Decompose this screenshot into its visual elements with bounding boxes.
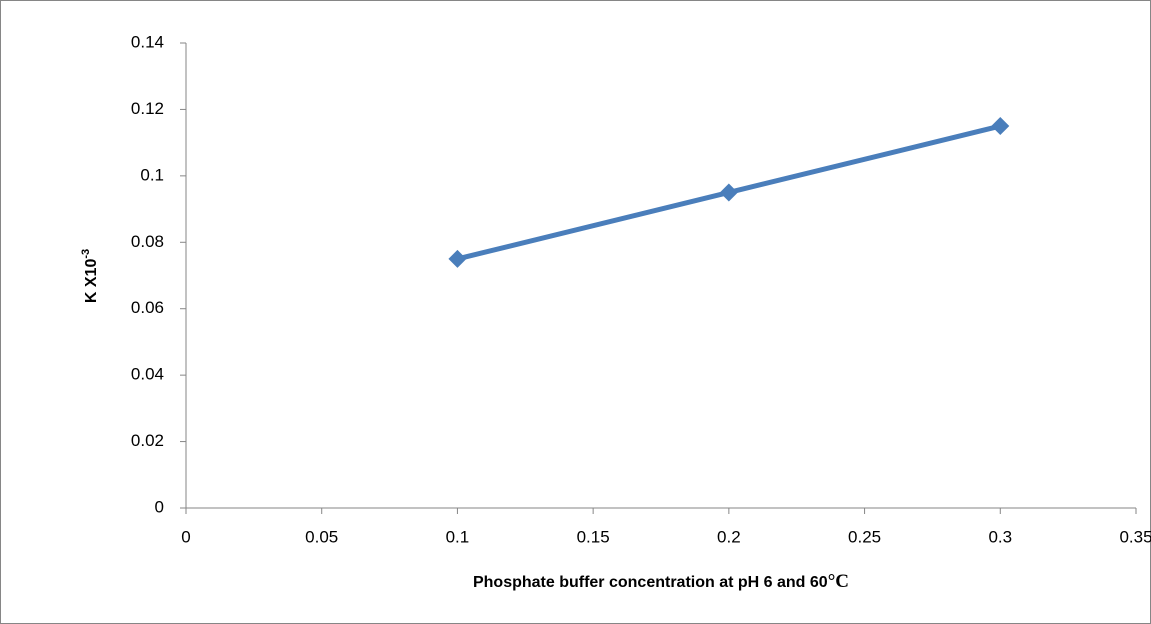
x-tick-label: 0.1: [446, 527, 470, 546]
x-tick-label: 0.25: [848, 527, 881, 546]
y-tick-label: 0: [155, 497, 164, 516]
x-tick-label: 0.05: [305, 527, 338, 546]
y-tick-label: 0.1: [140, 165, 164, 184]
y-tick-label: 0.02: [131, 431, 164, 450]
x-tick-label: 0.2: [717, 527, 741, 546]
x-axis-title: Phosphate buffer concentration at pH 6 a…: [473, 571, 849, 592]
marker: [719, 183, 738, 202]
y-tick-label: 0.06: [131, 298, 164, 317]
x-tick-label: 0.15: [577, 527, 610, 546]
y-label-superscript: -3: [80, 249, 92, 259]
y-tick-label: 0.12: [131, 99, 164, 118]
x-tick-label: 0.3: [988, 527, 1012, 546]
marker: [991, 117, 1010, 136]
y-axis-title: K X10-3: [80, 249, 100, 303]
x-label-unit: °C: [828, 571, 849, 592]
y-tick-label: 0.08: [131, 232, 164, 251]
x-label: Phosphate buffer concentration at pH 6 a…: [473, 574, 828, 591]
y-tick-label: 0.04: [131, 365, 164, 384]
x-tick-label: 0.35: [1119, 527, 1151, 546]
y-label: K X10: [83, 259, 100, 304]
y-tick-label: 0.14: [131, 32, 164, 51]
x-tick-label: 0: [181, 527, 190, 546]
marker: [448, 249, 467, 268]
